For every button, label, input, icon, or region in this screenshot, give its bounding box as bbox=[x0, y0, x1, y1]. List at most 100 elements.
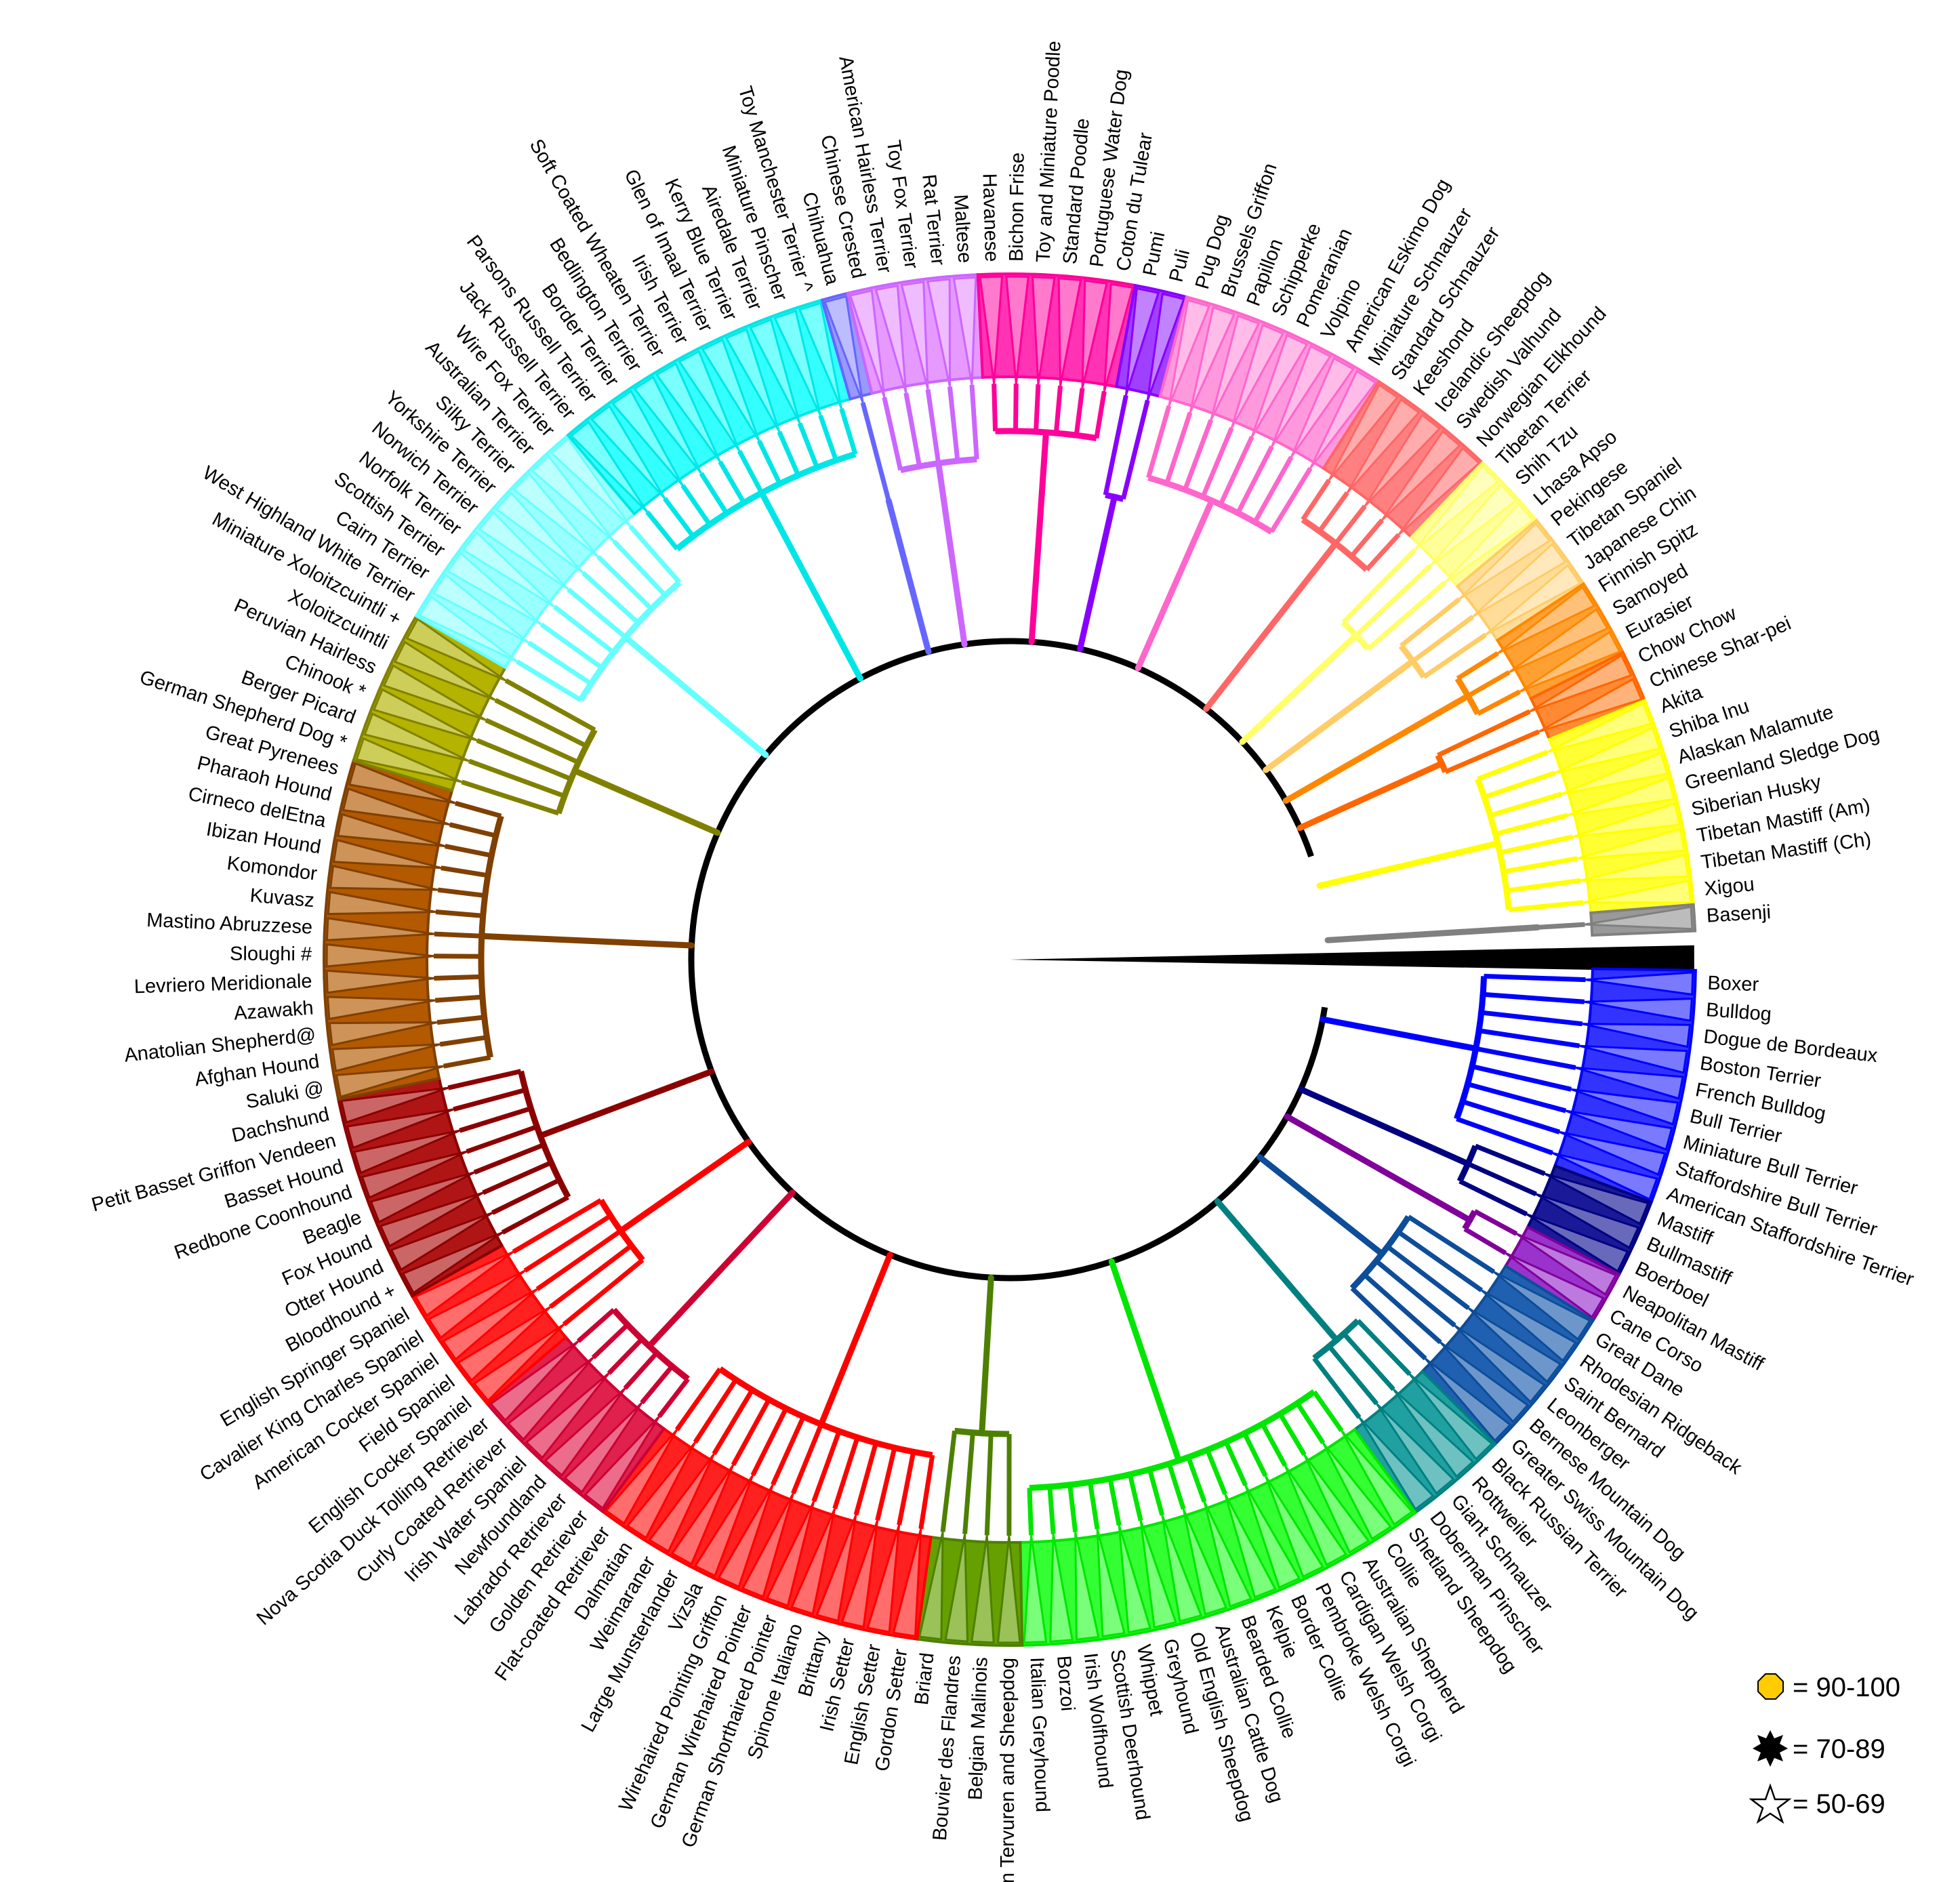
breed-wedge bbox=[1519, 630, 1621, 693]
breed-wedge bbox=[329, 864, 438, 891]
tip-branch bbox=[1473, 1209, 1518, 1236]
tip-branch bbox=[756, 440, 782, 485]
breed-wedge bbox=[1585, 971, 1694, 996]
breed-wedge bbox=[926, 278, 951, 387]
tip-branch bbox=[1483, 771, 1556, 800]
clade-stem bbox=[979, 1274, 994, 1437]
breed-wedge bbox=[1210, 314, 1261, 421]
tip-branch bbox=[485, 718, 579, 765]
breed-wedge bbox=[605, 1429, 678, 1526]
tip-branch bbox=[548, 1244, 633, 1309]
tip-branch bbox=[591, 1323, 630, 1359]
breed-wedge bbox=[1397, 447, 1481, 536]
clade-arc bbox=[899, 456, 977, 474]
breed-wedge bbox=[342, 787, 451, 826]
breed-wedge bbox=[1381, 430, 1462, 521]
tip-branch bbox=[1400, 597, 1461, 648]
breed-wedge bbox=[1005, 275, 1029, 384]
outgroup-wedge bbox=[1010, 945, 1694, 972]
breed-wedge bbox=[1096, 1528, 1126, 1638]
tip-branch bbox=[501, 1195, 569, 1235]
breed-wedge bbox=[1440, 1341, 1530, 1423]
clade-arc bbox=[518, 1070, 571, 1199]
tip-branch bbox=[612, 539, 668, 597]
breed-wedge bbox=[563, 1402, 643, 1494]
tip-branch bbox=[628, 525, 682, 584]
tip-branch bbox=[969, 384, 979, 459]
clade-stem bbox=[1077, 493, 1118, 653]
clade-arc bbox=[995, 428, 1097, 441]
breed-wedge bbox=[361, 1150, 468, 1200]
breed-wedge bbox=[1544, 1172, 1650, 1225]
tip-branch bbox=[1423, 632, 1487, 679]
clade-stem bbox=[1297, 1086, 1471, 1167]
tip-branch bbox=[657, 1377, 690, 1418]
breed-wedge bbox=[1414, 464, 1500, 551]
tip-branch bbox=[434, 931, 482, 939]
clade-stem bbox=[1214, 1198, 1340, 1343]
support-50-69-icon bbox=[1749, 1783, 1792, 1824]
breed-wedge bbox=[331, 1043, 441, 1073]
tip-branch bbox=[1164, 411, 1193, 485]
tip-branch bbox=[1494, 813, 1568, 836]
breed-wedge bbox=[717, 1484, 774, 1589]
breed-wedge bbox=[584, 1416, 660, 1510]
tip-branch bbox=[771, 1416, 806, 1486]
breed-wedge bbox=[336, 813, 446, 848]
breed-wedge bbox=[1538, 678, 1643, 733]
tip-branch bbox=[811, 1430, 842, 1502]
breed-wedge bbox=[1139, 1520, 1177, 1629]
breed-label: Rat Terrier bbox=[918, 173, 949, 267]
clade-stem bbox=[1239, 632, 1360, 745]
tip-branch bbox=[1444, 729, 1540, 775]
tip-branch bbox=[1463, 1227, 1507, 1256]
breed-wedge bbox=[765, 1500, 815, 1608]
clade-arc bbox=[1454, 676, 1481, 716]
breed-wedge bbox=[918, 1531, 944, 1641]
breed-wedge bbox=[1570, 1088, 1679, 1126]
branches bbox=[433, 384, 1694, 1536]
breed-label: Havanese bbox=[978, 173, 1002, 262]
breed-wedge bbox=[1376, 1403, 1455, 1495]
clade-stem bbox=[617, 1139, 752, 1234]
tip-branch bbox=[1458, 1179, 1528, 1216]
breed-wedge bbox=[1429, 483, 1517, 567]
clade-stem bbox=[537, 1068, 715, 1139]
clade-arc bbox=[611, 1307, 690, 1382]
tip-branch bbox=[1478, 1028, 1580, 1048]
backbone-arc bbox=[688, 638, 1328, 1282]
breed-wedge bbox=[335, 1065, 445, 1099]
breed-wedge bbox=[1575, 1066, 1684, 1100]
breed-wedge bbox=[1250, 333, 1309, 438]
breed-wedge bbox=[1057, 277, 1082, 386]
breed-wedge bbox=[655, 362, 721, 463]
tip-branch bbox=[662, 497, 695, 538]
tip-branch bbox=[1350, 1286, 1427, 1361]
breed-wedge bbox=[773, 309, 822, 416]
clade-arc bbox=[1435, 754, 1448, 773]
tip-branch bbox=[1107, 1478, 1122, 1526]
breed-wedge bbox=[1124, 287, 1160, 396]
breed-wedge bbox=[874, 284, 907, 394]
breed-wedge bbox=[1146, 292, 1185, 401]
clade-arc bbox=[555, 728, 598, 815]
clade-arc bbox=[1029, 1389, 1316, 1491]
tip-branch bbox=[737, 449, 764, 494]
breed-label: Bichon Frise bbox=[1006, 152, 1029, 262]
tip-branch bbox=[1354, 564, 1432, 637]
breed-wedge bbox=[1224, 1493, 1277, 1599]
tip-branch bbox=[712, 1389, 754, 1456]
tip-branch bbox=[674, 1367, 722, 1431]
breed-wedge bbox=[1203, 1501, 1252, 1608]
clade-stem bbox=[935, 460, 968, 648]
tip-branch bbox=[777, 430, 801, 476]
breed-wedge bbox=[550, 436, 632, 527]
clade-arc bbox=[1301, 516, 1369, 572]
breed-wedge bbox=[1505, 1252, 1605, 1319]
tip-branch bbox=[539, 622, 604, 670]
tip-branch bbox=[482, 1160, 552, 1195]
tip-branch bbox=[447, 1069, 522, 1090]
breed-wedge bbox=[900, 281, 929, 390]
clade-stem bbox=[1316, 840, 1501, 889]
breed-label: Basenji bbox=[1706, 901, 1772, 927]
